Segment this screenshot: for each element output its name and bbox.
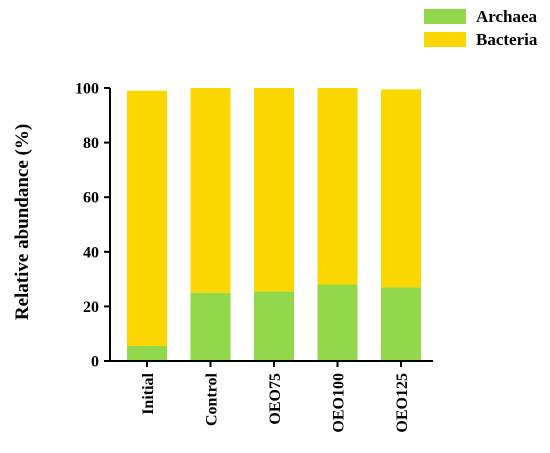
bar-bacteria-control	[190, 88, 231, 293]
bar-bacteria-initial	[127, 90, 167, 346]
y-tick-label-100: 100	[75, 81, 99, 98]
bar-bacteria-oeo75	[254, 88, 294, 292]
x-tick-label-initial: Initial	[140, 372, 157, 414]
bars	[127, 88, 421, 361]
x-tick-label-oeo125: OEO125	[394, 373, 411, 433]
bar-archaea-oeo125	[381, 287, 421, 361]
legend-label-archaea: Archaea	[476, 7, 538, 26]
y-tick-label-80: 80	[83, 135, 99, 152]
legend: Archaea Bacteria	[424, 7, 538, 49]
bar-bacteria-oeo100	[317, 88, 358, 285]
x-tick-label-oeo100: OEO100	[331, 373, 348, 433]
x-tick-label-control: Control	[204, 372, 221, 426]
bar-bacteria-oeo125	[381, 89, 421, 288]
x-tick-label-oeo75: OEO75	[267, 373, 284, 425]
y-tick-label-60: 60	[83, 190, 99, 207]
bar-archaea-oeo100	[317, 284, 358, 361]
y-tick-label-20: 20	[83, 299, 99, 316]
y-axis: 0 20 40 60 80 100	[75, 81, 111, 371]
x-axis: Initial Control OEO75 OEO100 OEO125	[109, 360, 433, 433]
legend-swatch-bacteria	[424, 32, 466, 47]
legend-swatch-archaea	[424, 9, 466, 24]
bar-archaea-initial	[127, 345, 167, 361]
y-axis-title: Relative abundance (%)	[12, 124, 33, 320]
y-tick-label-40: 40	[83, 244, 99, 261]
bar-archaea-control	[190, 292, 231, 361]
legend-label-bacteria: Bacteria	[476, 30, 538, 49]
y-tick-label-0: 0	[91, 354, 99, 371]
bar-archaea-oeo75	[254, 291, 294, 361]
